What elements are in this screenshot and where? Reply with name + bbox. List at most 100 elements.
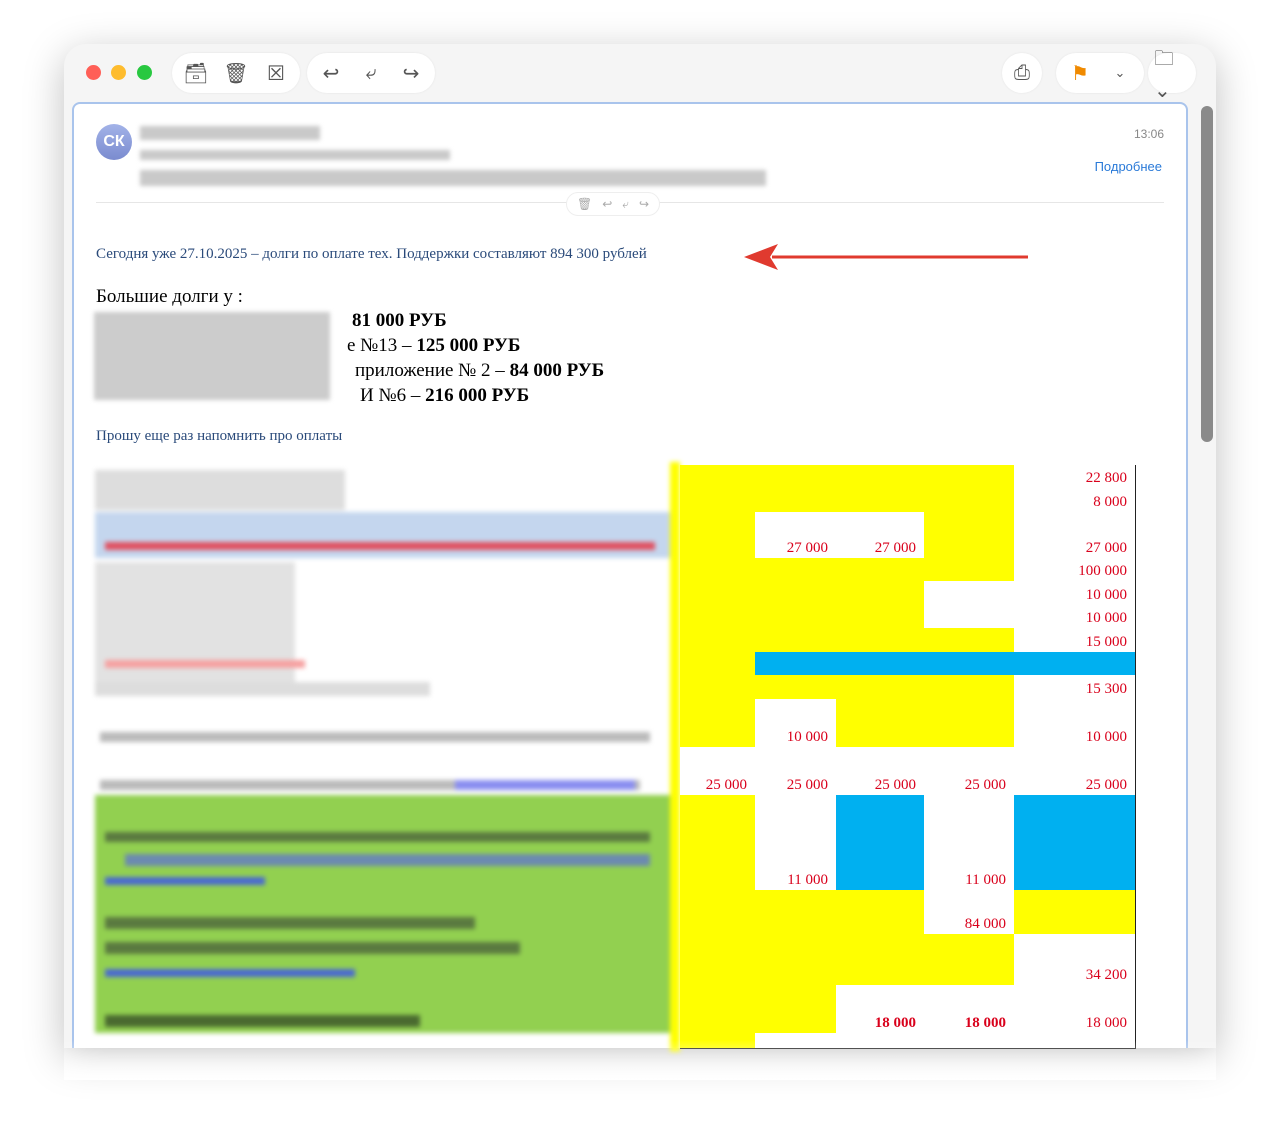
close-button[interactable] — [86, 65, 101, 80]
table-redacted-columns — [95, 462, 680, 1052]
table-cell: 10 000 — [755, 699, 837, 748]
debt-line: приложение № 2 – 84 000 РУБ — [355, 360, 605, 381]
table-cell — [755, 581, 837, 606]
table-cell — [836, 488, 925, 513]
table-cell: 18 000 — [1014, 985, 1136, 1034]
zoom-button[interactable] — [137, 65, 152, 80]
table-cell: 25 000 — [924, 747, 1015, 796]
hover-actions: 🗑 ↩ ⤶ ↪ — [566, 192, 661, 216]
scrollbar[interactable] — [1201, 106, 1213, 442]
table-cell — [1014, 795, 1136, 891]
table-cell: 25 000 — [755, 747, 837, 796]
table-cell — [836, 652, 925, 676]
table-cell — [680, 558, 756, 582]
table-cell: 15 000 — [1014, 628, 1136, 653]
table-cell: 84 000 — [924, 890, 1015, 935]
table-cell — [755, 558, 837, 582]
table-cell: 25 000 — [836, 747, 925, 796]
debts-heading: Большие долги у : — [96, 286, 243, 307]
message-time: 13:06 — [1133, 127, 1164, 141]
trash-icon[interactable]: 🗑 — [577, 197, 593, 211]
reply-icon[interactable]: ↩ — [602, 197, 613, 211]
move-group: 🗀⌄ — [1148, 47, 1196, 102]
table-cell — [680, 581, 756, 606]
recipients-redacted — [140, 170, 766, 186]
table-cell — [755, 890, 837, 935]
table-cell — [755, 465, 837, 489]
debt-line: И №6 – 216 000 РУБ — [360, 385, 530, 406]
table-cell — [755, 652, 837, 676]
forward-icon[interactable]: ↪ — [402, 62, 420, 85]
details-link[interactable]: Подробнее — [1094, 159, 1162, 174]
folder-icon[interactable]: 🗀⌄ — [1154, 47, 1174, 102]
table-cell: 11 000 — [924, 795, 1015, 891]
table-cell: 27 000 — [755, 512, 837, 559]
table-cell — [924, 628, 1015, 653]
trash-icon[interactable]: 🗑 — [223, 62, 249, 85]
chevron-down-icon[interactable]: ⌄ — [1114, 65, 1126, 80]
table-cell — [924, 558, 1015, 582]
table-cell — [924, 934, 1015, 986]
table-cell — [680, 675, 756, 700]
sender-name-redacted — [140, 126, 320, 140]
table-cell — [836, 890, 925, 935]
table-cell — [680, 465, 756, 489]
table-cell — [755, 985, 837, 1034]
table-cell: 10 000 — [1014, 581, 1136, 606]
flag-icon[interactable]: ⚑ — [1071, 62, 1089, 85]
print-group: ⎙ — [1002, 53, 1042, 93]
table-cell — [924, 652, 1015, 676]
table-cell: 22 800 — [1014, 465, 1136, 489]
mailbox-actions: 🗃 🗑 ☒ — [172, 53, 300, 93]
table-cell: 18 000 — [924, 985, 1015, 1034]
debtor-names-redacted — [94, 312, 330, 400]
table-cell: 25 000 — [1014, 747, 1136, 796]
table-cell — [1014, 652, 1136, 676]
table-cell — [924, 488, 1015, 513]
forward-icon[interactable]: ↪ — [639, 197, 650, 211]
debt-line: 81 000 РУБ — [352, 310, 447, 331]
table-cell — [924, 699, 1015, 748]
table-cell: 10 000 — [1014, 699, 1136, 748]
flag-group: ⚑ ⌄ — [1056, 53, 1144, 93]
debt-summary: Сегодня уже 27.10.2025 – долги по оплате… — [96, 246, 647, 262]
reply-actions: ↩ ⤶ ↪ — [307, 53, 435, 93]
table-cell — [680, 652, 756, 676]
table-cell — [680, 890, 756, 935]
table-cell: 100 000 — [1014, 558, 1136, 582]
reply-all-icon[interactable]: ⤶ — [365, 61, 377, 84]
table-cell: 11 000 — [755, 795, 837, 891]
print-icon[interactable]: ⎙ — [1014, 61, 1030, 84]
table-cell: 10 000 — [1014, 605, 1136, 629]
table-cell — [680, 699, 756, 748]
table-cell — [924, 675, 1015, 700]
table-cell: 34 200 — [1014, 934, 1136, 986]
table-cell: 15 300 — [1014, 675, 1136, 700]
reminder-text: Прошу еще раз напомнить про оплаты — [96, 428, 343, 444]
table-cell — [924, 605, 1015, 629]
table-cell: 25 000 — [680, 747, 756, 796]
table-cell: 18 000 — [836, 985, 925, 1034]
table-cell — [836, 628, 925, 653]
red-arrow-annotation — [744, 244, 1028, 270]
archive-icon[interactable]: 🗃 — [183, 62, 209, 85]
table-cell: 27 000 — [1014, 512, 1136, 559]
debt-line: е №13 – 125 000 РУБ — [347, 335, 521, 356]
table-cell — [924, 512, 1015, 559]
table-cell — [755, 605, 837, 629]
minimize-button[interactable] — [111, 65, 126, 80]
table-cell — [836, 581, 925, 606]
junk-icon[interactable]: ☒ — [267, 62, 285, 85]
subject-redacted — [140, 150, 450, 160]
table-cell — [680, 985, 756, 1034]
window-bottom-fade — [64, 1040, 1216, 1080]
reply-all-icon[interactable]: ⤶ — [622, 196, 630, 211]
table-cell — [924, 465, 1015, 489]
table-cell — [924, 581, 1015, 606]
table-cell — [836, 558, 925, 582]
table-cell — [680, 488, 756, 513]
table-cell — [836, 934, 925, 986]
table-cell — [755, 488, 837, 513]
reply-icon[interactable]: ↩ — [322, 62, 340, 85]
avatar: СК — [96, 124, 132, 160]
